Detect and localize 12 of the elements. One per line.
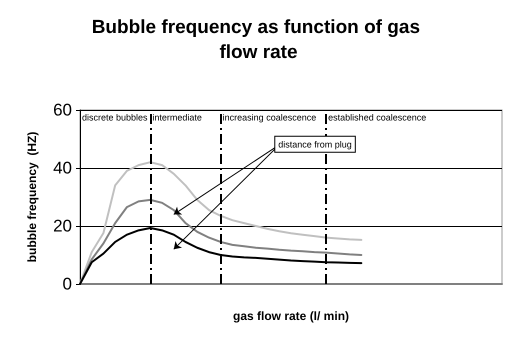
y-tick-label: 60 [53, 100, 72, 120]
y-tick-label: 40 [53, 158, 72, 178]
annotation: established coalescence [328, 112, 426, 122]
annotation: increasing coalescence [222, 112, 316, 122]
annotation: intermediate [152, 112, 202, 122]
annotation: discrete bubbles [82, 112, 148, 122]
y-tick-label: 20 [53, 216, 72, 236]
y-axis-title: bubble frequency (HZ) [25, 132, 39, 262]
y-tick-label: 0 [62, 274, 72, 294]
x-axis-title: gas flow rate (l/ min) [232, 309, 350, 323]
annotation: distance from plug [278, 139, 352, 150]
chart-title: Bubble frequency as function of gas flow rate [92, 17, 426, 63]
